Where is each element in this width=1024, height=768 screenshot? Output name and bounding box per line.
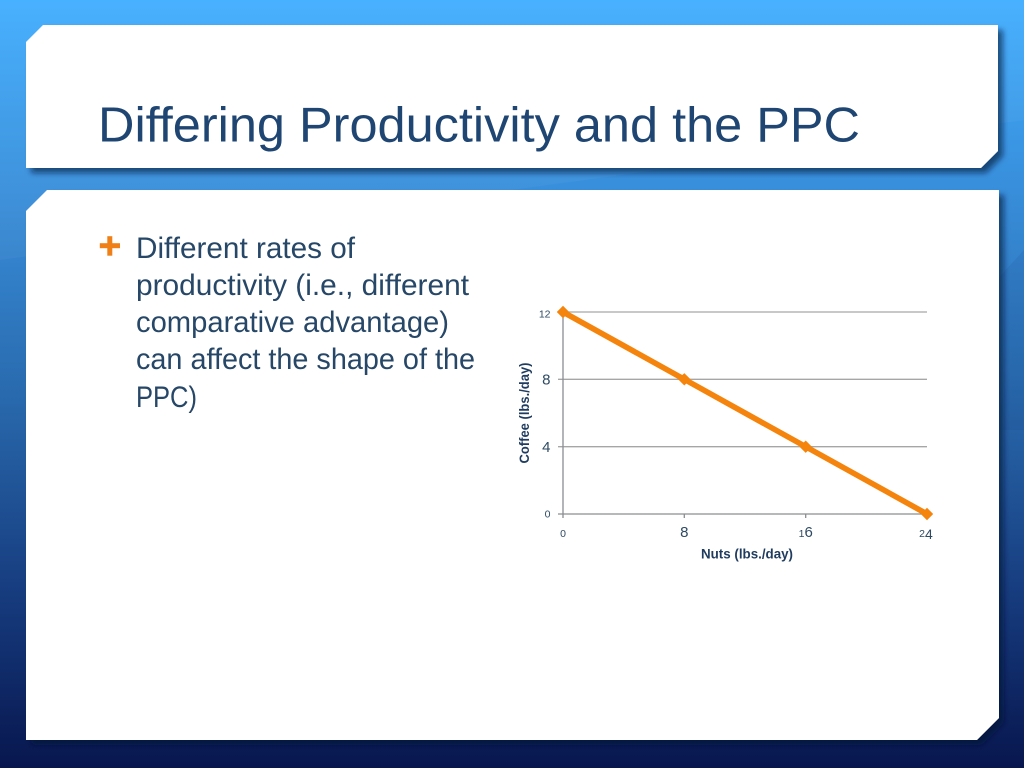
svg-text:Nuts (lbs./day): Nuts (lbs./day) [701, 546, 793, 562]
svg-text:productivity (i.e., different: productivity (i.e., different [136, 269, 470, 302]
svg-text:Differing Productivity and the: Differing Productivity and the PPC [98, 99, 860, 153]
svg-text:16: 16 [799, 524, 813, 541]
svg-text:24: 24 [919, 526, 933, 542]
svg-text:0: 0 [545, 509, 551, 521]
svg-text:12: 12 [539, 309, 551, 321]
svg-text:Different rates of: Different rates of [136, 232, 356, 265]
svg-text:0: 0 [560, 528, 566, 540]
svg-text:Coffee (lbs./day): Coffee (lbs./day) [516, 363, 532, 464]
svg-text:4: 4 [542, 439, 550, 456]
svg-text:can affect the shape of the: can affect the shape of the [136, 343, 475, 376]
svg-text:comparative advantage): comparative advantage) [136, 306, 449, 339]
svg-text:PPC): PPC) [136, 381, 197, 414]
svg-text:8: 8 [542, 371, 550, 388]
svg-text:8: 8 [680, 524, 688, 541]
